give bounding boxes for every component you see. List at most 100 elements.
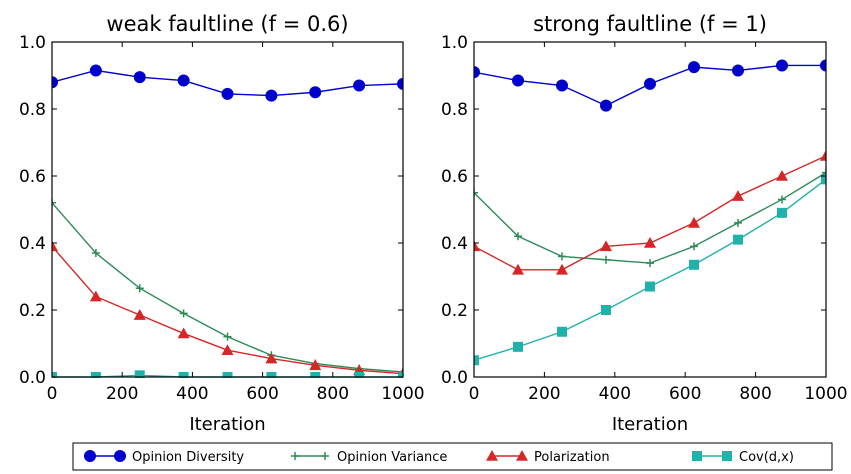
data-point-cov-d-x — [354, 372, 365, 378]
data-point-opinion-diversity — [221, 87, 234, 100]
data-point-opinion-variance — [734, 218, 742, 227]
data-point-opinion-diversity — [732, 64, 744, 77]
data-point-opinion-variance — [778, 195, 786, 204]
series-group — [52, 64, 403, 378]
plot-frame — [51, 41, 404, 378]
plot-area — [474, 42, 826, 377]
chart-title: weak faultline (f = 0.6) — [106, 12, 348, 36]
x-tick-label: 0 — [469, 384, 480, 404]
x-axis-label: Iteration — [189, 414, 265, 435]
data-point-opinion-diversity — [265, 89, 278, 102]
legend-marker — [486, 450, 498, 461]
data-point-cov-d-x — [601, 305, 611, 315]
data-point-opinion-variance — [690, 242, 698, 251]
legend-marker — [84, 450, 96, 462]
data-point-opinion-variance — [602, 255, 610, 264]
data-point-opinion-diversity — [556, 79, 568, 92]
data-point-cov-d-x — [557, 326, 567, 337]
data-point-opinion-diversity — [397, 77, 403, 90]
data-point-cov-d-x — [266, 372, 277, 378]
data-point-opinion-diversity — [89, 64, 102, 77]
x-tick-label: 600 — [246, 384, 278, 404]
data-point-polarization — [600, 240, 612, 252]
legend-marker — [722, 451, 732, 461]
data-point-cov-d-x — [310, 372, 321, 378]
data-point-cov-d-x — [398, 372, 403, 378]
data-point-opinion-diversity — [820, 59, 826, 72]
data-point-cov-d-x — [733, 234, 743, 245]
chart-title: strong faultline (f = 1) — [533, 12, 767, 36]
data-point-cov-d-x — [777, 207, 787, 218]
y-tick-label: 0.6 — [441, 167, 468, 187]
y-tick-label: 1.0 — [441, 33, 468, 53]
data-point-cov-d-x — [90, 372, 101, 378]
panel-strong-faultline: 0 200 400 600 800 1000 0.0 0.2 0.4 0.6 0.8 1.0 stron… — [441, 12, 848, 435]
data-point-opinion-variance — [514, 232, 522, 241]
y-tick-label: 0.4 — [441, 234, 468, 254]
data-point-opinion-variance — [135, 284, 144, 293]
panel-weak-faultline: 0 200 400 600 800 1000 0.0 0.2 0.4 0.6 0.8 1.0 weak … — [19, 12, 425, 435]
data-point-polarization — [732, 190, 744, 201]
y-tick-label: 0.6 — [19, 167, 46, 187]
legend-marker — [692, 451, 702, 461]
data-point-cov-d-x — [222, 372, 233, 378]
data-point-opinion-diversity — [177, 74, 190, 87]
data-point-opinion-variance — [91, 249, 100, 258]
legend-marker — [516, 450, 528, 461]
data-point-opinion-variance — [399, 367, 403, 376]
data-point-polarization — [89, 290, 102, 302]
data-point-polarization — [221, 344, 234, 355]
x-tick-label: 800 — [317, 384, 349, 404]
data-point-polarization — [265, 352, 278, 364]
x-tick-label: 200 — [106, 384, 138, 404]
data-point-opinion-diversity — [309, 86, 322, 99]
data-point-polarization — [688, 216, 700, 228]
data-point-cov-d-x — [134, 370, 145, 378]
data-point-opinion-diversity — [688, 61, 700, 74]
data-point-opinion-diversity — [353, 79, 366, 92]
data-point-opinion-variance — [223, 332, 232, 341]
y-tick-label: 0.2 — [19, 301, 46, 321]
data-point-polarization — [776, 170, 788, 181]
data-point-opinion-diversity — [133, 71, 146, 84]
x-tick-label: 800 — [739, 384, 771, 404]
data-point-opinion-diversity — [644, 77, 656, 90]
x-tick-label: 200 — [528, 384, 560, 404]
x-tick-label: 400 — [176, 384, 208, 404]
data-point-polarization — [309, 359, 322, 371]
x-tick-label: 1000 — [381, 384, 424, 404]
data-point-opinion-variance — [179, 309, 188, 318]
data-point-cov-d-x — [645, 281, 655, 292]
legend: Opinion Diversity Opinion Variance Polariz… — [72, 442, 833, 471]
x-tick-label: 1000 — [804, 384, 847, 404]
series-group — [474, 59, 826, 366]
data-point-opinion-variance — [52, 198, 56, 207]
x-axis-label: Iteration — [612, 414, 688, 435]
data-point-opinion-variance — [558, 252, 566, 261]
data-point-polarization — [177, 327, 190, 339]
x-tick-label: 0 — [47, 384, 58, 404]
data-point-polarization — [820, 149, 826, 161]
plot-frame — [473, 41, 827, 378]
data-point-cov-d-x — [52, 372, 57, 378]
data-point-polarization — [644, 237, 656, 248]
y-tick-label: 0.8 — [441, 100, 468, 120]
data-point-polarization — [512, 263, 524, 275]
x-tick-label: 400 — [599, 384, 631, 404]
data-point-opinion-diversity — [776, 59, 788, 72]
y-tick-label: 0.0 — [19, 368, 46, 388]
y-tick-label: 0.2 — [441, 301, 468, 321]
legend-marker — [291, 452, 299, 460]
data-point-opinion-diversity — [600, 99, 612, 112]
legend-item-opinion-variance: Opinion Variance — [291, 450, 447, 465]
legend-label: Opinion Diversity — [132, 450, 244, 465]
legend-label: Polarization — [534, 450, 610, 465]
data-point-cov-d-x — [474, 355, 479, 366]
data-point-cov-d-x — [178, 372, 189, 378]
legend-item-opinion-diversity: Opinion Diversity — [84, 450, 244, 465]
x-tick-label: 600 — [669, 384, 701, 404]
data-point-polarization — [133, 309, 146, 320]
data-point-cov-d-x — [689, 259, 699, 270]
data-point-cov-d-x — [513, 341, 523, 352]
